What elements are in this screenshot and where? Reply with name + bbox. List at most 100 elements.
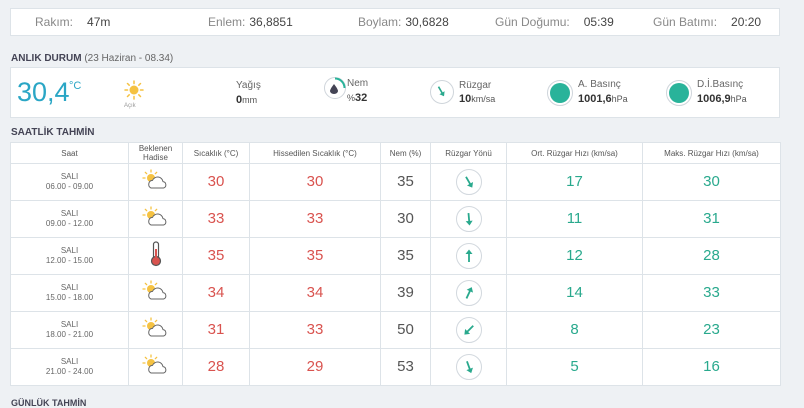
max-wind-value: 23 xyxy=(703,321,720,338)
longitude-label: Boylam: xyxy=(358,15,402,29)
sea-pressure-value: 1006,9 xyxy=(697,93,731,105)
temperature-cell: 30 xyxy=(182,163,250,201)
time-range: 06.00 - 09.00 xyxy=(45,182,94,191)
elevation-info: Rakım: 47m xyxy=(35,9,110,35)
humidity-value: 53 xyxy=(397,358,414,375)
thermometer-icon xyxy=(149,240,163,272)
avg-wind-cell: 17 xyxy=(506,163,643,201)
time-cell: SALI 06.00 - 09.00 xyxy=(10,163,129,201)
max-wind-cell: 30 xyxy=(642,163,781,201)
wind-arrow-icon xyxy=(465,212,473,226)
partly-cloudy-icon xyxy=(141,316,170,344)
col-header-humidity: Nem (%) xyxy=(380,142,431,164)
avg-wind-value: 14 xyxy=(566,284,583,301)
feels-like-value: 29 xyxy=(306,358,324,375)
feels-like-value: 30 xyxy=(306,173,324,190)
temperature-cell: 28 xyxy=(182,348,250,386)
sun-icon xyxy=(124,80,144,100)
location-info-bar: Rakım: 47m Enlem: 36,8851 Boylam: 30,6828 G… xyxy=(10,8,780,36)
table-row: SALI 21.00 - 24.00 28 29 53 5 16 xyxy=(10,348,781,386)
table-row: SALI 18.00 - 21.00 31 33 50 8 23 xyxy=(10,311,781,349)
feels-like-cell: 35 xyxy=(249,237,381,275)
temperature-value: 28 xyxy=(207,358,225,375)
precip-value: 0 xyxy=(236,94,243,106)
condition-label: Açık xyxy=(124,103,136,109)
latitude-label: Enlem: xyxy=(208,15,246,29)
feels-like-cell: 29 xyxy=(249,348,381,386)
wind-direction-indicator xyxy=(455,169,482,195)
feels-like-cell: 33 xyxy=(249,200,381,238)
humidity-value: 35 xyxy=(397,173,414,190)
col-header-condition: Beklenen Hadise xyxy=(128,142,183,164)
hourly-forecast-title: SAATLİK TAHMİN xyxy=(11,127,95,138)
time-range: 21.00 - 24.00 xyxy=(45,367,94,376)
latitude-value: 36,8851 xyxy=(249,15,293,29)
longitude-value: 30,6828 xyxy=(405,15,449,29)
sea-pressure-dot xyxy=(668,82,689,103)
temperature-value: 31 xyxy=(207,321,225,338)
current-title-text: ANLIK DURUM xyxy=(11,53,82,64)
pressure-gauge xyxy=(547,80,573,106)
wind-arrow-icon xyxy=(465,249,472,262)
temperature-value: 30 xyxy=(207,173,225,190)
avg-wind-cell: 5 xyxy=(506,348,643,386)
wind-direction-gauge xyxy=(430,80,454,104)
col-header-max-wind: Maks. Rüzgar Hızı (km/sa) xyxy=(642,142,781,164)
table-header-row: Saat Beklenen Hadise Sıcaklık (°C) Hisse… xyxy=(10,142,781,164)
feels-like-value: 33 xyxy=(306,210,324,227)
current-conditions-panel: 30,4 °C Açık Yağış 0mm Nem %32 xyxy=(10,67,780,118)
wind-direction-indicator xyxy=(455,206,482,232)
max-wind-value: 30 xyxy=(703,173,720,190)
humidity-cell: 35 xyxy=(380,163,431,201)
temperature-cell: 31 xyxy=(182,311,250,349)
col-header-temperature: Sıcaklık (°C) xyxy=(182,142,250,164)
feels-like-cell: 30 xyxy=(249,163,381,201)
precip-value-wrap: 0mm xyxy=(236,94,257,106)
wind-direction-cell xyxy=(430,237,507,275)
avg-wind-cell: 11 xyxy=(506,200,643,238)
table-row: SALI 15.00 - 18.00 34 34 39 14 33 xyxy=(10,274,781,312)
time-range: 09.00 - 12.00 xyxy=(45,219,94,228)
wind-direction-indicator xyxy=(455,280,482,306)
wind-direction-cell xyxy=(430,274,507,312)
hourly-forecast-table: Saat Beklenen Hadise Sıcaklık (°C) Hisse… xyxy=(10,142,781,386)
humidity-cell: 35 xyxy=(380,237,431,275)
partly-cloudy-icon xyxy=(141,168,170,196)
col-header-avg-wind: Ort. Rüzgar Hızı (km/sa) xyxy=(506,142,643,164)
humidity-value: 39 xyxy=(397,284,414,301)
table-row: SALI 09.00 - 12.00 33 33 30 11 31 xyxy=(10,200,781,238)
condition-cell xyxy=(128,200,183,238)
humidity-value: 30 xyxy=(397,210,414,227)
day-label: SALI xyxy=(60,357,79,366)
sea-pressure-label: D.İ.Basınç xyxy=(697,79,744,90)
condition-cell xyxy=(128,163,183,201)
humidity-value-wrap: %32 xyxy=(347,92,367,104)
elevation-label: Rakım: xyxy=(35,15,74,29)
avg-wind-value: 12 xyxy=(566,247,583,264)
humidity-value: 32 xyxy=(355,92,368,104)
wind-arrow-icon xyxy=(465,287,473,299)
humidity-label: Nem xyxy=(347,78,369,89)
wind-unit: km/sa xyxy=(471,94,496,104)
time-cell: SALI 18.00 - 21.00 xyxy=(10,311,129,349)
temperature-unit: °C xyxy=(69,80,82,92)
col-header-feels-like: Hissedilen Sıcaklık (°C) xyxy=(249,142,381,164)
avg-wind-value: 8 xyxy=(570,321,579,338)
col-header-time: Saat xyxy=(10,142,129,164)
max-wind-cell: 23 xyxy=(642,311,781,349)
humidity-cell: 50 xyxy=(380,311,431,349)
wind-direction-cell xyxy=(430,348,507,386)
elevation-value: 47m xyxy=(87,15,111,29)
wind-value-wrap: 10km/sa xyxy=(459,93,495,105)
wind-arrow-icon xyxy=(465,361,473,374)
max-wind-cell: 16 xyxy=(642,348,781,386)
partly-cloudy-icon xyxy=(141,353,170,381)
time-cell: SALI 21.00 - 24.00 xyxy=(10,348,129,386)
max-wind-value: 16 xyxy=(703,358,720,375)
humidity-value: 35 xyxy=(397,247,414,264)
feels-like-value: 34 xyxy=(306,284,324,301)
max-wind-cell: 33 xyxy=(642,274,781,312)
humidity-value: 50 xyxy=(397,321,414,338)
wind-direction-indicator xyxy=(455,317,482,343)
temperature-cell: 34 xyxy=(182,274,250,312)
